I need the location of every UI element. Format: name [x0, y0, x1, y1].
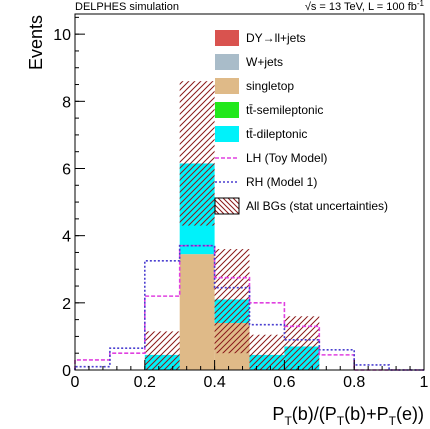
legend-swatch-4 [215, 126, 239, 142]
plot-area [74, 81, 424, 371]
legend-swatch-0 [215, 30, 239, 46]
signal-line-1 [74, 244, 424, 371]
legend-swatch-2 [215, 78, 239, 94]
uncertainty-band-bin-2 [144, 331, 180, 370]
y-tick-label-0: 0 [62, 363, 71, 380]
y-tick-label-4: 8 [62, 94, 71, 111]
legend-label-3: tt̄-semileptonic [246, 103, 323, 117]
legend-swatch-7 [214, 197, 240, 215]
x-tick-label-0: 0 [71, 374, 80, 391]
plot-frame [74, 13, 425, 371]
y-tick-label-2: 4 [62, 229, 71, 246]
header-right: √s = 13 TeV, L = 100 fb-1 [305, 0, 425, 13]
legend-label-7: All BGs (stat uncertainties) [246, 199, 388, 213]
x-tick-label-3: 0.6 [273, 374, 295, 391]
legend-swatch-1 [215, 54, 239, 70]
bar-2-bin-3 [179, 254, 215, 370]
legend-label-1: W+jets [246, 55, 283, 69]
uncertainty-band-bin-3 [179, 81, 215, 226]
legend: DY→ll+jets W+jets singletop tt̄-semileptoni… [214, 30, 388, 215]
signal-line-0 [74, 244, 424, 371]
y-tick-label-3: 6 [62, 161, 71, 178]
x-tick-label-5: 1 [420, 374, 429, 391]
uncertainty-band-bin-4 [214, 249, 250, 354]
legend-label-5: LH (Toy Model) [246, 151, 327, 165]
y-tick-label-1: 2 [62, 296, 71, 313]
x-tick-label-2: 0.4 [203, 374, 225, 391]
x-tick-label-4: 0.8 [343, 374, 365, 391]
header-left: DELPHES simulation [75, 1, 179, 13]
y-tick-label-5: 10 [53, 27, 71, 44]
y-axis-label: Events [26, 15, 46, 70]
legend-swatch-3 [215, 102, 239, 118]
uncertainty-band-bin-5 [249, 334, 285, 370]
x-tick-label-1: 0.2 [134, 374, 156, 391]
legend-label-2: singletop [246, 79, 294, 93]
x-axis-label: PT(b)/(PT(b)+PT(e)) [272, 404, 424, 428]
legend-label-4: tt̄-dileptonic [246, 127, 307, 141]
legend-label-0: DY→ll+jets [246, 31, 306, 45]
uncertainty-band-bin-6 [284, 316, 320, 370]
legend-label-6: RH (Model 1) [246, 175, 317, 189]
